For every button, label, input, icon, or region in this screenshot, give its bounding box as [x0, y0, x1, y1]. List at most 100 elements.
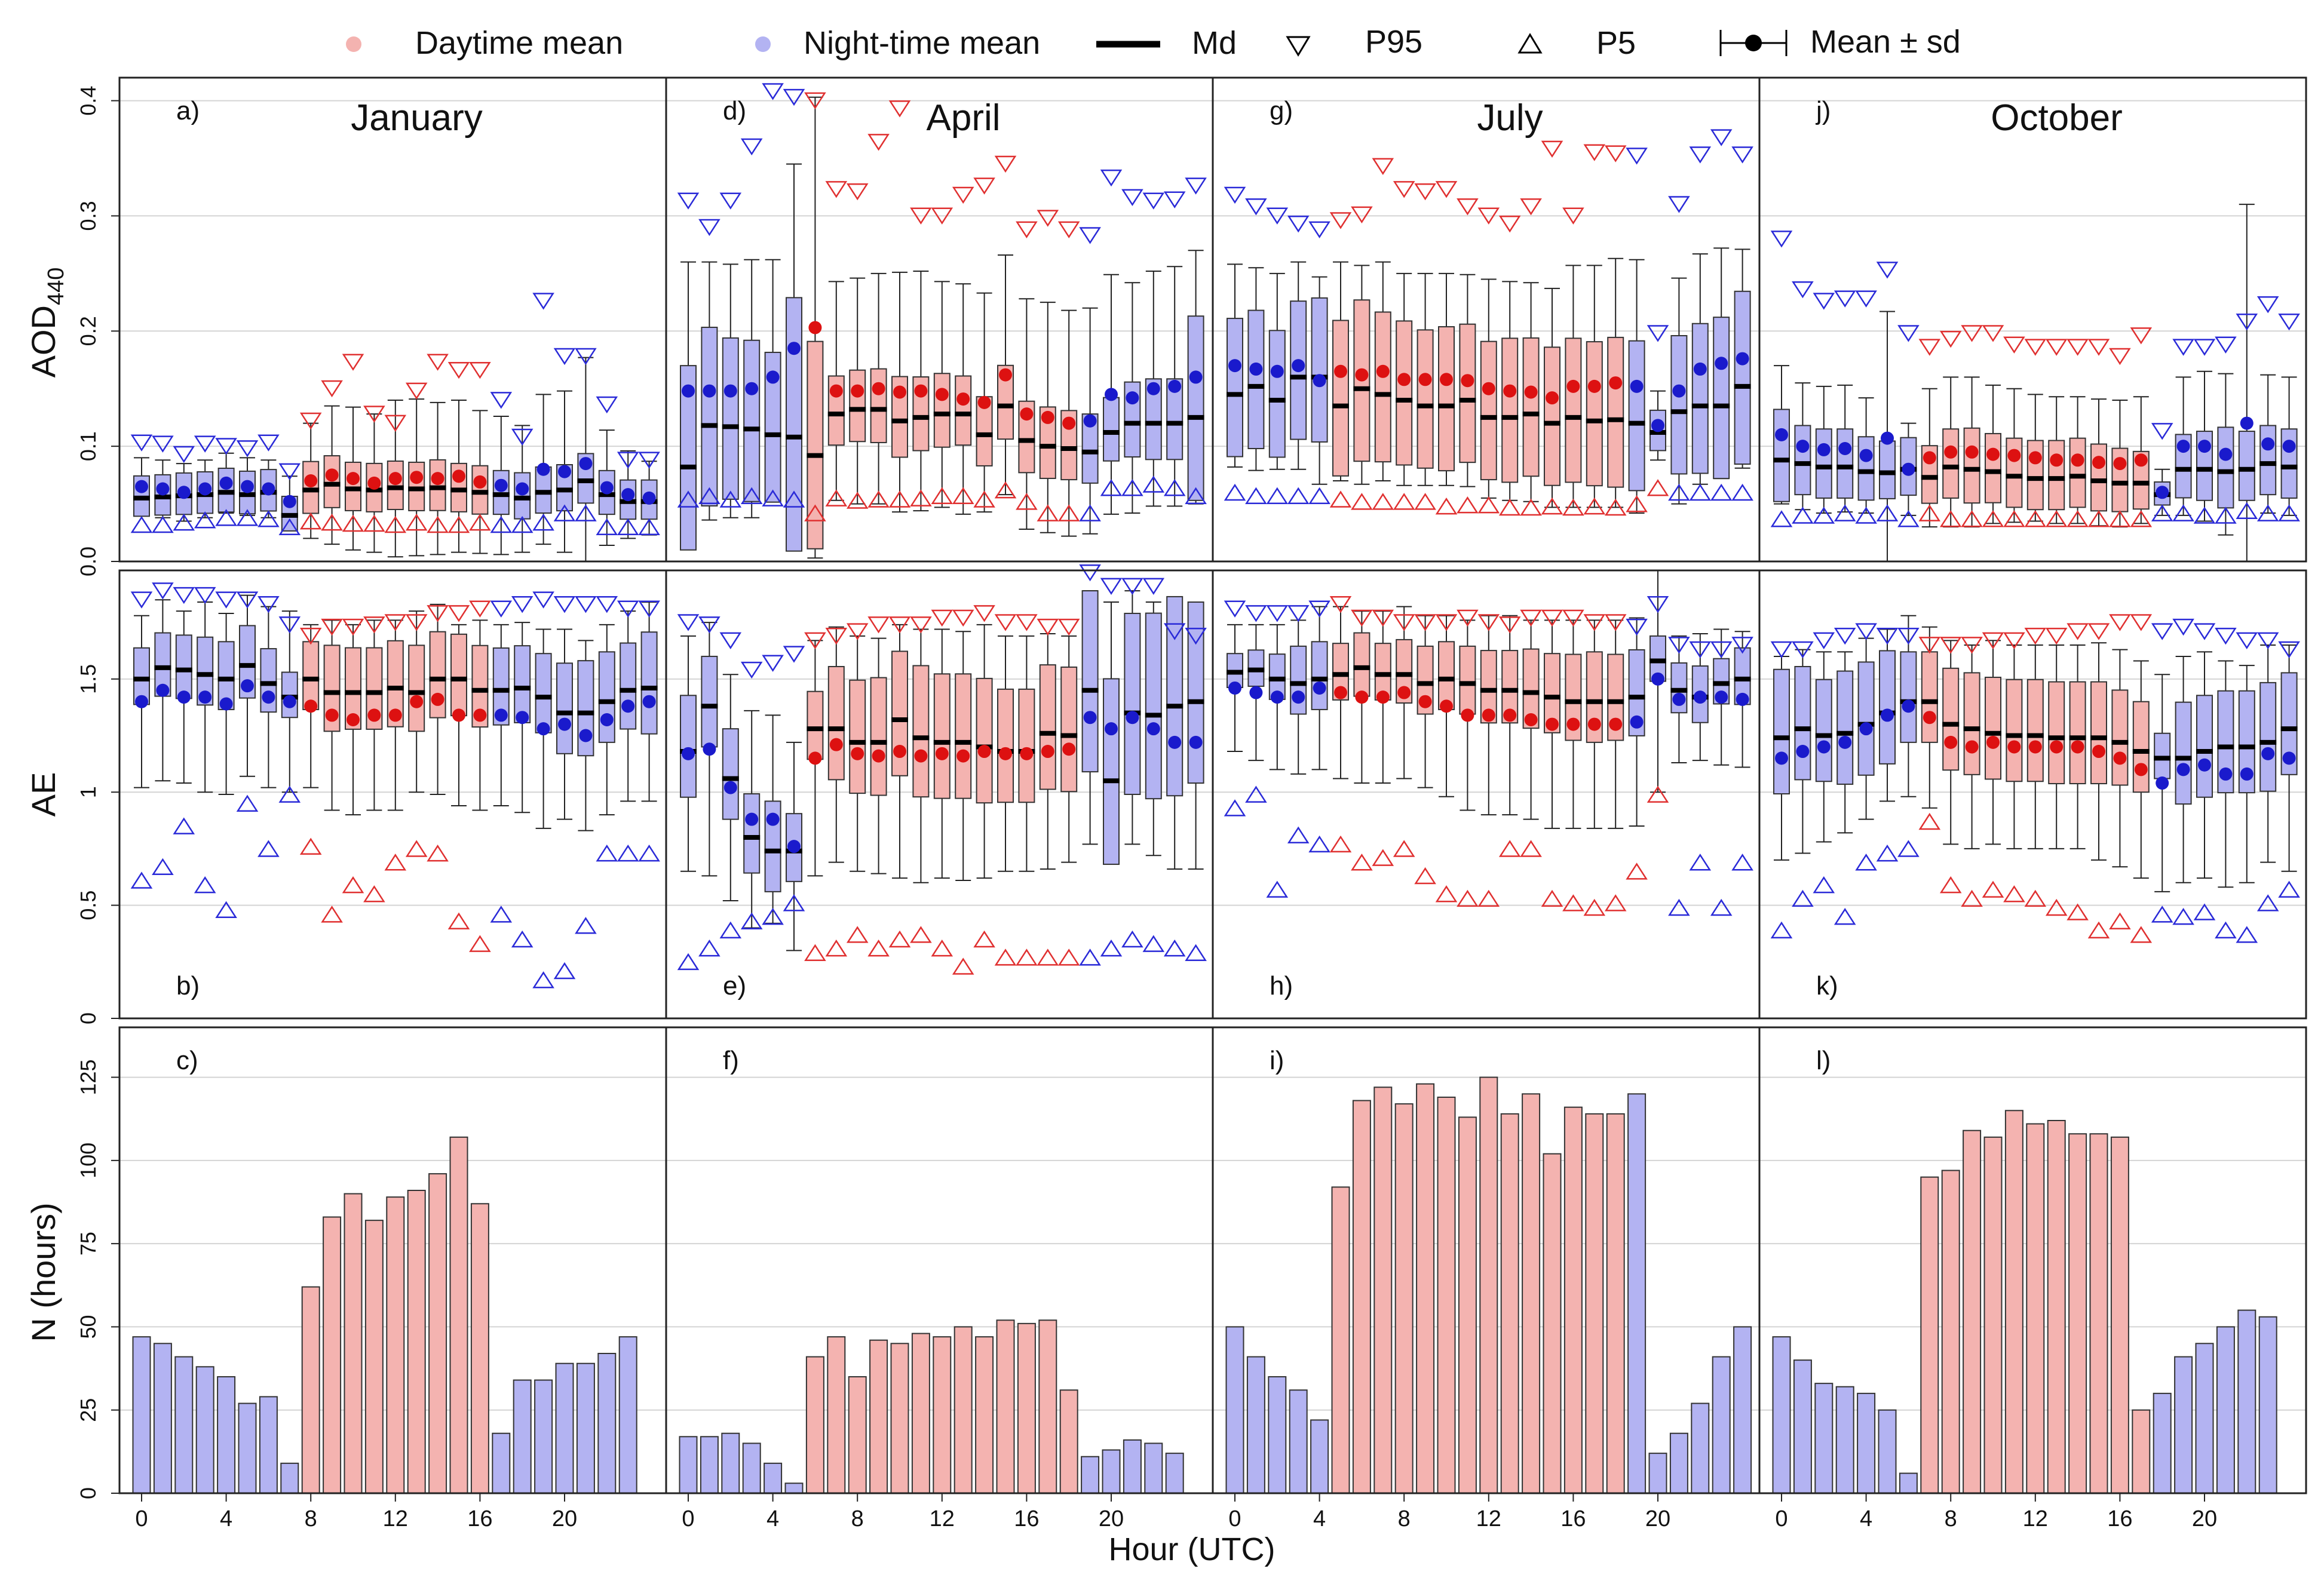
iqr-box — [1145, 612, 1162, 800]
mean-point — [2071, 740, 2084, 754]
p95-marker — [1121, 578, 1143, 595]
mean-point — [1503, 708, 1517, 722]
iqr-box — [2280, 428, 2298, 499]
p5-marker — [152, 515, 174, 533]
count-bar — [953, 1326, 973, 1494]
p95-marker — [825, 628, 848, 645]
p95-marker — [1393, 181, 1415, 198]
month-title: April — [926, 97, 1000, 139]
p95-marker — [1498, 616, 1521, 634]
p95-marker — [719, 192, 742, 210]
mean-point — [2198, 758, 2211, 772]
p5-marker — [596, 518, 618, 536]
p95-marker — [1647, 595, 1669, 613]
mean-point — [558, 465, 571, 478]
iqr-box — [933, 373, 951, 448]
panel-letter: l) — [1816, 1046, 1831, 1075]
mean-point — [642, 491, 656, 505]
p95-marker — [173, 446, 195, 463]
p5-marker — [1329, 490, 1352, 508]
count-bar — [1458, 1116, 1477, 1494]
p95-marker — [1372, 609, 1394, 627]
p5-marker — [2024, 510, 2047, 527]
mean-point — [135, 695, 148, 708]
p5-marker — [299, 512, 322, 530]
y-tick-label: 0.2 — [76, 316, 100, 346]
count-bar — [2132, 1409, 2151, 1494]
p5-marker — [1710, 483, 1733, 501]
p95-marker — [257, 434, 280, 452]
p5-marker — [2045, 510, 2068, 527]
p95-marker — [1224, 600, 1246, 618]
mean-point — [2156, 486, 2169, 499]
p95-marker — [2130, 327, 2153, 345]
p5-marker — [384, 515, 407, 533]
iqr-box — [1773, 409, 1790, 502]
iqr-box — [722, 728, 739, 820]
mean-point — [410, 695, 424, 708]
mean-point — [1062, 416, 1076, 430]
p5-marker — [405, 840, 428, 857]
p5-marker — [342, 514, 364, 532]
x-tick-label: 8 — [1945, 1506, 1957, 1531]
iqr-box — [2069, 437, 2086, 508]
mean-point — [1105, 722, 1118, 736]
p5-marker — [931, 487, 953, 504]
p5-marker — [1016, 493, 1038, 510]
p5-marker — [1689, 483, 1712, 501]
count-bar — [217, 1376, 236, 1494]
p95-marker — [1834, 290, 1856, 308]
month-title: October — [1991, 97, 2123, 139]
iqr-box — [849, 679, 866, 794]
p95-marker — [1626, 148, 1648, 165]
p95-marker — [1016, 614, 1038, 631]
mean-point — [1566, 379, 1580, 393]
count-bar — [1059, 1389, 1078, 1494]
mean-point — [766, 812, 780, 826]
iqr-box — [1417, 329, 1434, 469]
y-tick-label: 0.5 — [76, 891, 100, 920]
mean-point — [1461, 374, 1474, 388]
iqr-box — [2238, 431, 2255, 501]
count-bar — [1352, 1100, 1371, 1494]
mean-point — [2092, 456, 2105, 469]
p95-marker — [278, 616, 301, 634]
mean-point — [1651, 672, 1664, 686]
p5-marker — [740, 912, 763, 929]
iqr-box — [2175, 701, 2192, 805]
mean-point — [219, 476, 233, 490]
p95-marker — [278, 463, 301, 481]
mean-point — [766, 370, 780, 384]
p5-marker — [447, 515, 470, 533]
iqr-box — [976, 677, 993, 804]
mean-point — [723, 781, 737, 794]
mean-point — [516, 711, 529, 725]
p95-marker — [1982, 632, 2004, 649]
month-title: January — [351, 97, 483, 139]
iqr-box — [1187, 601, 1204, 784]
mean-point — [1397, 686, 1411, 699]
mean-point — [1630, 715, 1644, 729]
count-bar — [1081, 1456, 1100, 1494]
p95-marker — [490, 600, 513, 618]
y-tick-label: 0 — [76, 1012, 100, 1024]
iqr-box — [2069, 681, 2086, 785]
mean-point — [893, 385, 906, 399]
y-axis-title-aod: AOD440 — [24, 268, 69, 378]
mean-point — [2134, 763, 2148, 776]
count-bar — [1289, 1389, 1308, 1494]
p5-marker — [363, 514, 385, 532]
count-bar — [2258, 1316, 2277, 1494]
panel-letter: d) — [723, 96, 746, 125]
p95-marker — [888, 616, 911, 634]
mean-point — [283, 495, 296, 508]
mean-point — [808, 321, 822, 334]
p95-marker — [1163, 623, 1186, 640]
p95-marker — [867, 616, 890, 634]
p5-marker — [677, 490, 700, 508]
p5-marker — [130, 515, 153, 533]
x-tick-label: 12 — [1476, 1506, 1501, 1531]
mean-point — [787, 840, 801, 854]
count-bar — [195, 1366, 214, 1494]
p5-marker — [973, 930, 995, 948]
